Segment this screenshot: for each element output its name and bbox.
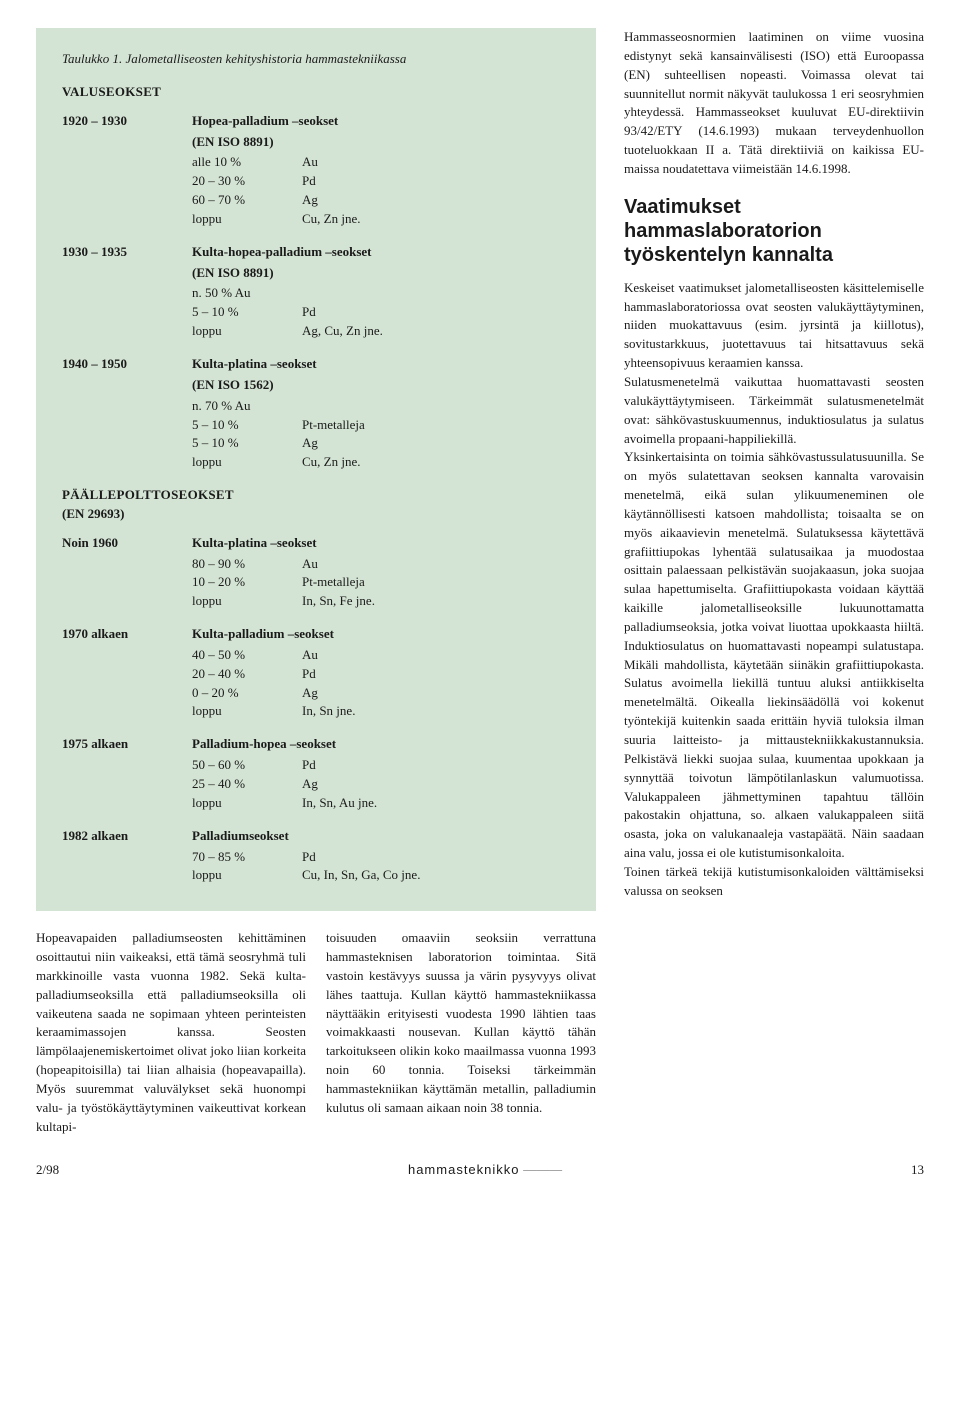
composition-row: 60 – 70 %Ag: [192, 191, 570, 210]
composition-row: loppuIn, Sn jne.: [192, 702, 570, 721]
bottom-two-col-text: Hopeavapaiden palladiumseosten kehittämi…: [36, 929, 596, 1136]
alloy-note: n. 50 % Au: [192, 284, 570, 303]
section-valuseokset: VALUSEOKSET: [62, 83, 570, 102]
composition-row: loppuCu, In, Sn, Ga, Co jne.: [192, 866, 570, 885]
composition-row: 10 – 20 %Pt-metalleja: [192, 573, 570, 592]
paragraph: Keskeiset vaatimukset jalometalliseosten…: [624, 279, 924, 373]
alloy-name: Kulta-platina –seokset: [192, 534, 570, 553]
alloy-block: 1982 alkaen Palladiumseokset 70 – 85 %Pd…: [62, 827, 570, 886]
footer-page-number: 13: [911, 1161, 924, 1180]
paragraph: Hammasseosnormien laatiminen on viime vu…: [624, 28, 924, 179]
paragraph: Sulatusmenetelmä vaikuttaa huomattavasti…: [624, 373, 924, 448]
alloy-detail: Kulta-platina –seokset (EN ISO 1562) n. …: [192, 355, 570, 472]
section-standard: (EN 29693): [62, 505, 570, 524]
alloy-name: Kulta-hopea-palladium –seokset: [192, 243, 570, 262]
alloy-note: n. 70 % Au: [192, 397, 570, 416]
composition-row: 5 – 10 %Ag: [192, 434, 570, 453]
paragraph: Toinen tärkeä tekijä kutistumisonkaloide…: [624, 863, 924, 901]
alloy-name: Kulta-platina –seokset: [192, 355, 570, 374]
alloy-standard: (EN ISO 1562): [192, 376, 570, 395]
composition-row: 70 – 85 %Pd: [192, 848, 570, 867]
alloy-detail: Kulta-platina –seokset 80 – 90 %Au 10 – …: [192, 534, 570, 611]
alloy-block: Noin 1960 Kulta-platina –seokset 80 – 90…: [62, 534, 570, 611]
alloy-detail: Palladium-hopea –seokset 50 – 60 %Pd 25 …: [192, 735, 570, 812]
page-columns: Taulukko 1. Jalometalliseosten kehityshi…: [36, 28, 924, 1137]
alloy-block: 1930 – 1935 Kulta-hopea-palladium –seoks…: [62, 243, 570, 341]
composition-row: 20 – 40 %Pd: [192, 665, 570, 684]
year-range: 1975 alkaen: [62, 735, 192, 754]
composition-row: 40 – 50 %Au: [192, 646, 570, 665]
history-table-box: Taulukko 1. Jalometalliseosten kehityshi…: [36, 28, 596, 911]
alloy-standard: (EN ISO 8891): [192, 133, 570, 152]
composition-row: 80 – 90 %Au: [192, 555, 570, 574]
composition-row: 50 – 60 %Pd: [192, 756, 570, 775]
composition-row: 25 – 40 %Ag: [192, 775, 570, 794]
composition-row: 5 – 10 %Pt-metalleja: [192, 416, 570, 435]
composition-row: loppuCu, Zn jne.: [192, 453, 570, 472]
left-column: Taulukko 1. Jalometalliseosten kehityshi…: [36, 28, 596, 1137]
alloy-detail: Kulta-palladium –seokset 40 – 50 %Au 20 …: [192, 625, 570, 721]
section-paallepoltto: PÄÄLLEPOLTTOSEOKSET (EN 29693): [62, 486, 570, 524]
section-heading: PÄÄLLEPOLTTOSEOKSET: [62, 486, 570, 505]
year-range: 1920 – 1930: [62, 112, 192, 131]
alloy-detail: Kulta-hopea-palladium –seokset (EN ISO 8…: [192, 243, 570, 341]
page-footer: 2/98 hammasteknikko 13: [36, 1161, 924, 1180]
bottom-text-right: toisuuden omaaviin seoksiin verrattuna h…: [326, 929, 596, 1136]
year-range: 1930 – 1935: [62, 243, 192, 262]
composition-row: alle 10 %Au: [192, 153, 570, 172]
alloy-block: 1940 – 1950 Kulta-platina –seokset (EN I…: [62, 355, 570, 472]
composition-row: 0 – 20 %Ag: [192, 684, 570, 703]
alloy-block: 1920 – 1930 Hopea-palladium –seokset (EN…: [62, 112, 570, 229]
paragraph: Yksinkertaisinta on toimia sähkövastussu…: [624, 448, 924, 863]
right-column: Hammasseosnormien laatiminen on viime vu…: [624, 28, 924, 1137]
alloy-name: Palladium-hopea –seokset: [192, 735, 570, 754]
composition-row: loppuIn, Sn, Fe jne.: [192, 592, 570, 611]
year-range: 1982 alkaen: [62, 827, 192, 846]
alloy-name: Palladiumseokset: [192, 827, 570, 846]
alloy-block: 1970 alkaen Kulta-palladium –seokset 40 …: [62, 625, 570, 721]
footer-magazine-title: hammasteknikko: [408, 1161, 562, 1180]
alloy-standard: (EN ISO 8891): [192, 264, 570, 283]
alloy-name: Hopea-palladium –seokset: [192, 112, 570, 131]
alloy-detail: Hopea-palladium –seokset (EN ISO 8891) a…: [192, 112, 570, 229]
bottom-text-left: Hopeavapaiden palladiumseosten kehittämi…: [36, 929, 306, 1136]
composition-row: 20 – 30 %Pd: [192, 172, 570, 191]
composition-row: 5 – 10 %Pd: [192, 303, 570, 322]
table-caption: Taulukko 1. Jalometalliseosten kehityshi…: [62, 50, 570, 69]
alloy-name: Kulta-palladium –seokset: [192, 625, 570, 644]
alloy-block: 1975 alkaen Palladium-hopea –seokset 50 …: [62, 735, 570, 812]
year-range: Noin 1960: [62, 534, 192, 553]
alloy-detail: Palladiumseokset 70 – 85 %Pd loppuCu, In…: [192, 827, 570, 886]
year-range: 1970 alkaen: [62, 625, 192, 644]
year-range: 1940 – 1950: [62, 355, 192, 374]
composition-row: loppuIn, Sn, Au jne.: [192, 794, 570, 813]
section-heading-requirements: Vaatimukset hammaslaboratorion työskente…: [624, 195, 924, 267]
composition-row: loppuAg, Cu, Zn jne.: [192, 322, 570, 341]
footer-issue: 2/98: [36, 1161, 59, 1180]
composition-row: loppuCu, Zn jne.: [192, 210, 570, 229]
